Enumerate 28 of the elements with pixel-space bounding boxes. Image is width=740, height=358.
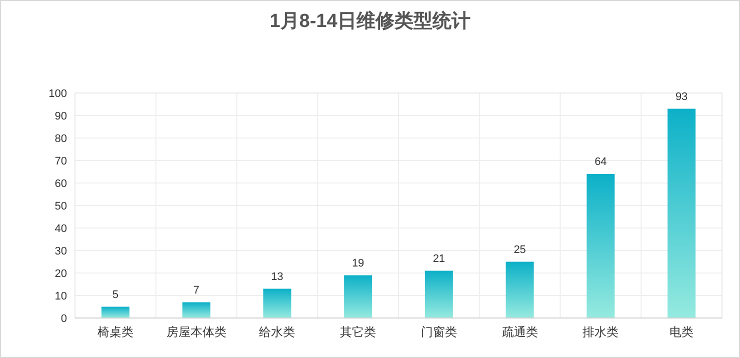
y-tick-label: 70 — [54, 156, 67, 168]
data-label: 64 — [594, 156, 607, 168]
data-label: 13 — [271, 270, 284, 283]
data-label: 93 — [675, 90, 688, 103]
data-label: 19 — [352, 257, 364, 270]
y-tick-label: 30 — [54, 246, 67, 258]
x-tick-label: 排水类 — [582, 325, 619, 339]
x-tick-label: 门窗类 — [420, 325, 457, 339]
x-tick-label: 其它类 — [340, 325, 376, 339]
y-tick-label: 20 — [54, 268, 67, 280]
y-tick-label: 10 — [54, 290, 67, 302]
data-label: 5 — [112, 288, 118, 301]
y-tick-label: 60 — [54, 178, 67, 190]
y-tick-label: 100 — [48, 88, 67, 100]
x-tick-label: 椅桌类 — [97, 325, 134, 339]
data-label: 21 — [432, 252, 446, 265]
y-tick-label: 80 — [54, 133, 67, 145]
data-label: 25 — [514, 244, 526, 256]
x-tick-label: 电类 — [670, 325, 694, 339]
y-tick-label: 90 — [54, 110, 67, 122]
x-tick-label: 房屋本体类 — [166, 325, 226, 339]
y-tick-label: 40 — [54, 223, 67, 235]
data-label: 7 — [193, 284, 200, 296]
chart-title: 1月8-14日维修类型统计 — [270, 10, 470, 32]
y-tick-label: 50 — [54, 200, 67, 212]
x-tick-label: 给水类 — [259, 325, 296, 339]
y-tick-label: 0 — [60, 313, 67, 325]
x-tick-label: 疏通类 — [502, 325, 538, 339]
